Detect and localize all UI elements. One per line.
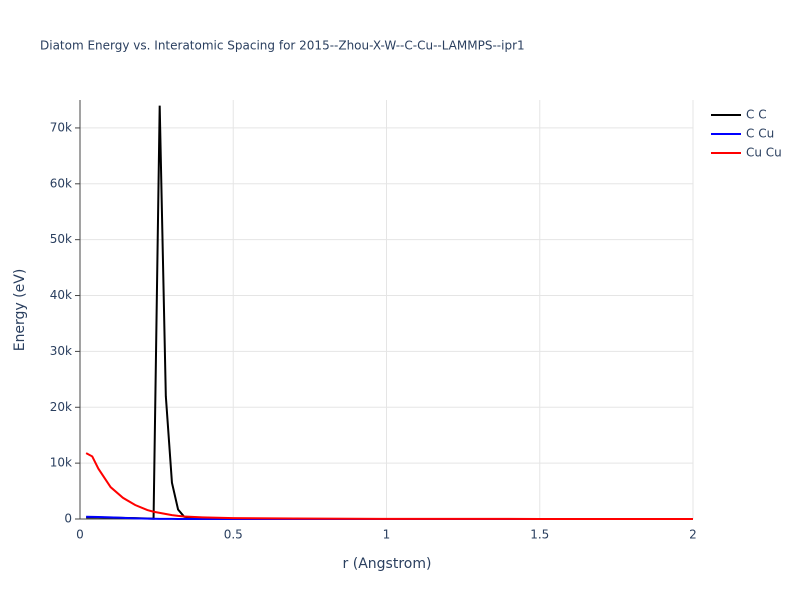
x-tick-label: 0.5 — [224, 528, 243, 542]
y-tick-label: 60k — [50, 176, 72, 190]
x-tick-label: 0 — [76, 528, 84, 542]
y-tick-label: 50k — [50, 232, 72, 246]
x-axis-title: r (Angstrom) — [343, 556, 432, 572]
x-tick-label: 2 — [689, 528, 697, 542]
y-tick-label: 0 — [64, 512, 72, 526]
y-tick-label: 40k — [50, 288, 72, 302]
y-tick-label: 70k — [50, 120, 72, 134]
y-tick-label: 30k — [50, 344, 72, 358]
x-tick-label: 1.5 — [530, 528, 549, 542]
x-tick-label: 1 — [383, 528, 391, 542]
y-tick-label: 20k — [50, 400, 72, 414]
chart-title: Diatom Energy vs. Interatomic Spacing fo… — [40, 39, 525, 53]
data-line — [85, 452, 694, 520]
y-tick-label: 10k — [50, 456, 72, 470]
y-axis-title: Energy (eV) — [12, 269, 28, 352]
legend-label: C Cu — [746, 127, 774, 141]
legend-label: C C — [746, 108, 767, 122]
legend-label: Cu Cu — [746, 146, 782, 160]
